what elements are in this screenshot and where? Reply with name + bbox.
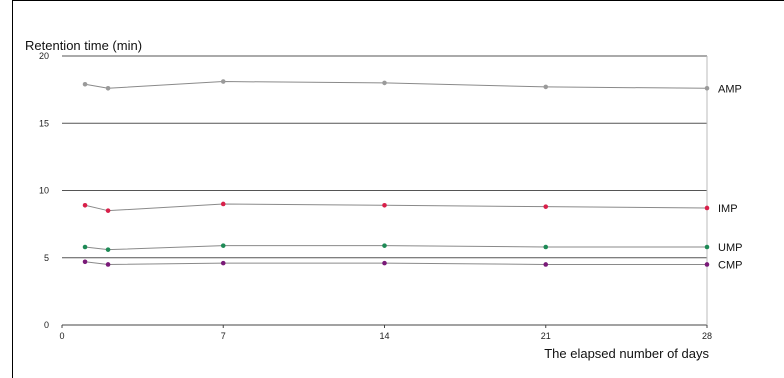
series-label-amp: AMP bbox=[718, 83, 742, 95]
x-tick-label-7: 7 bbox=[221, 331, 226, 341]
point-cmp-day-28 bbox=[704, 262, 710, 267]
point-imp-day-21 bbox=[543, 204, 549, 209]
y-tick-label-10: 10 bbox=[39, 186, 49, 196]
chart-frame bbox=[12, 0, 784, 378]
point-imp-day-28 bbox=[704, 205, 710, 211]
series-label-ump: UMP bbox=[718, 242, 742, 254]
point-amp-day-2 bbox=[105, 85, 111, 91]
series-label-cmp: CMP bbox=[718, 259, 742, 271]
point-cmp-day-14 bbox=[382, 260, 387, 266]
y-tick-label-0: 0 bbox=[44, 320, 49, 330]
point-amp-day-21 bbox=[543, 84, 549, 90]
axes bbox=[61, 56, 708, 328]
gridlines bbox=[62, 55, 707, 259]
point-cmp-day-1 bbox=[82, 259, 88, 265]
point-amp-day-1 bbox=[82, 81, 88, 87]
point-ump-day-2 bbox=[105, 247, 111, 252]
x-axis-title: The elapsed number of days bbox=[544, 346, 709, 361]
point-ump-day-21 bbox=[543, 244, 549, 250]
series-line-ump bbox=[84, 245, 707, 251]
point-amp-day-7 bbox=[220, 79, 226, 84]
point-imp-day-2 bbox=[105, 208, 111, 213]
x-tick-label-28: 28 bbox=[702, 331, 712, 341]
point-ump-day-14 bbox=[382, 243, 387, 248]
series-line-cmp bbox=[84, 261, 707, 265]
point-amp-day-28 bbox=[704, 85, 710, 91]
point-ump-day-28 bbox=[704, 244, 710, 250]
series-label-imp: IMP bbox=[718, 203, 738, 215]
point-amp-day-14 bbox=[382, 80, 387, 86]
x-tick-label-14: 14 bbox=[379, 331, 389, 341]
y-tick-label-15: 15 bbox=[39, 118, 49, 128]
y-axis-title: Retention time (min) bbox=[25, 38, 142, 53]
point-ump-day-7 bbox=[220, 243, 226, 248]
tick-labels: 0 5 10 15 20 0 7 14 21 28 bbox=[39, 51, 712, 341]
point-imp-day-1 bbox=[82, 202, 88, 208]
x-tick-label-21: 21 bbox=[541, 331, 551, 341]
point-imp-day-14 bbox=[382, 202, 387, 208]
point-cmp-day-2 bbox=[105, 262, 111, 267]
y-tick-label-5: 5 bbox=[44, 253, 49, 263]
point-cmp-day-7 bbox=[220, 260, 226, 266]
x-tick-label-0: 0 bbox=[59, 331, 64, 341]
series-line-imp bbox=[84, 203, 708, 212]
y-tick-label-20: 20 bbox=[39, 51, 49, 61]
point-ump-day-1 bbox=[82, 244, 88, 250]
point-imp-day-7 bbox=[220, 201, 226, 207]
point-cmp-day-21 bbox=[543, 262, 549, 267]
series-group: AMP IMP UMP CMP bbox=[82, 79, 742, 271]
series-line-amp bbox=[84, 81, 708, 89]
